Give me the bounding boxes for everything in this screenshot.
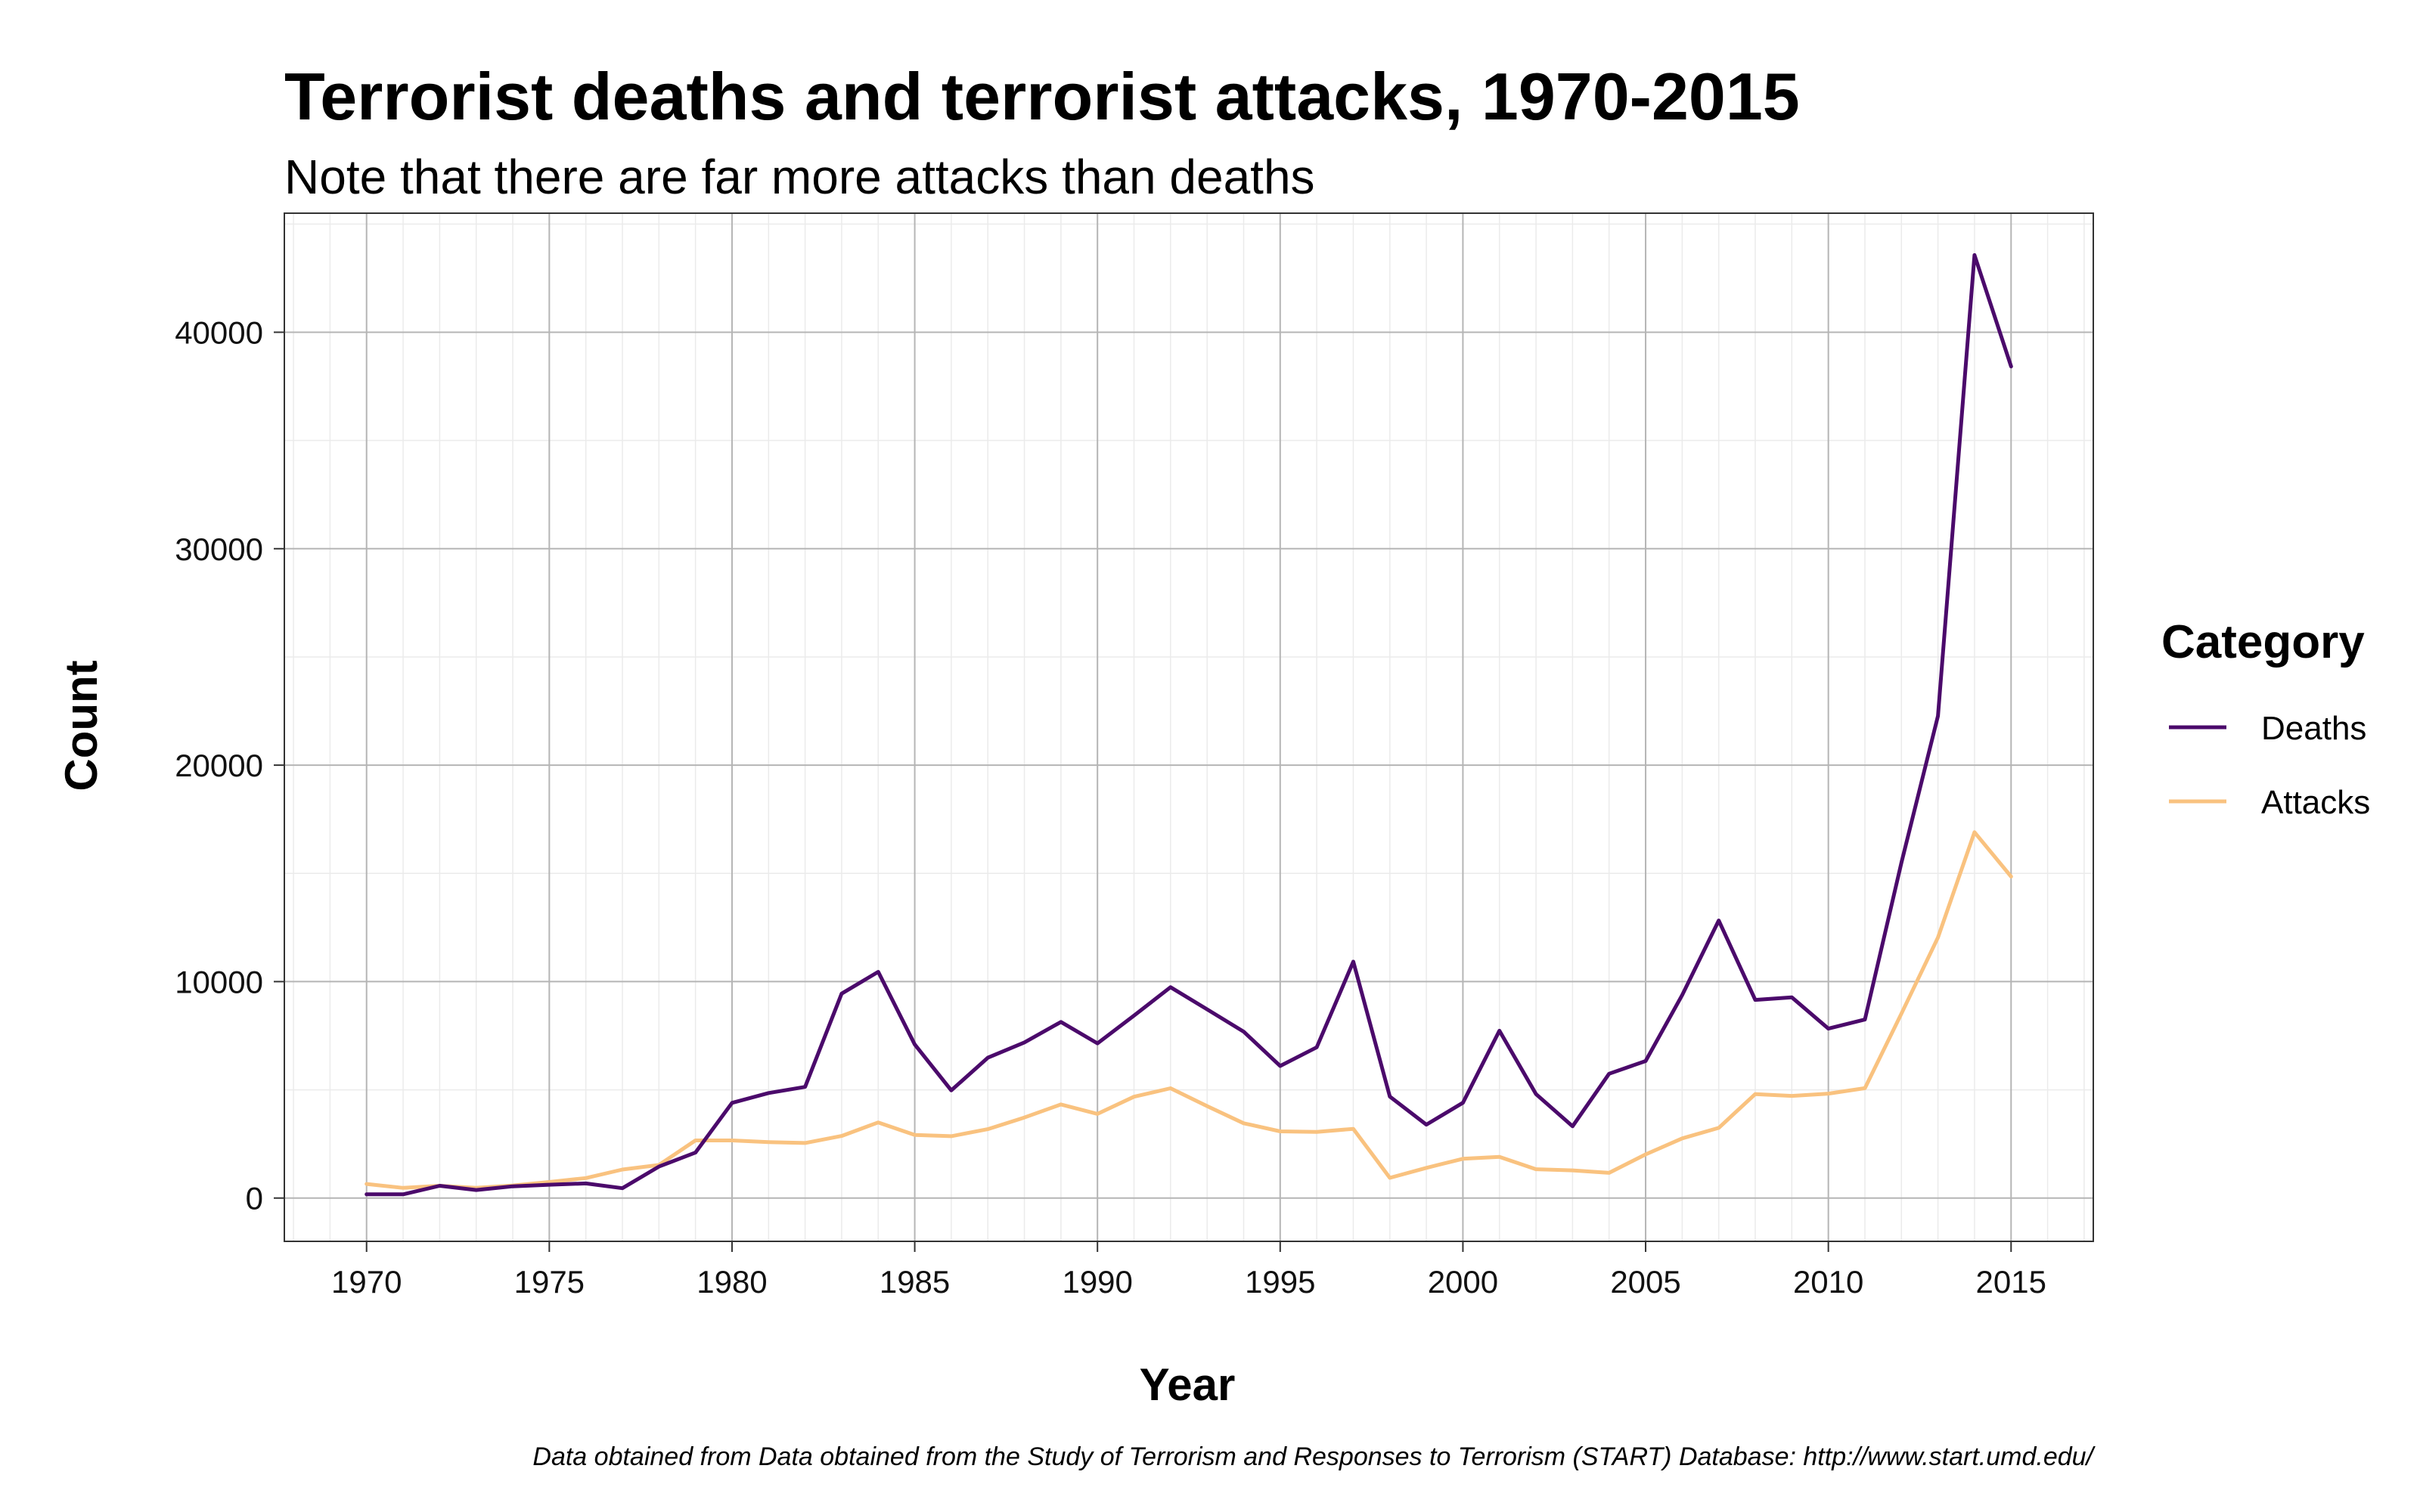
y-tick-label: 20000: [175, 748, 263, 783]
minor-gridlines: [284, 213, 2093, 1241]
x-tick-label: 2005: [1610, 1264, 1680, 1300]
x-axis: 1970 1975 1980 1985 1990 1995 2000 2005 2010 2015: [331, 1241, 2046, 1300]
x-tick-label: 1975: [514, 1264, 585, 1300]
chart-subtitle: Note that there are far more attacks tha…: [284, 150, 1315, 204]
x-tick-label: 1990: [1062, 1264, 1132, 1300]
series-line-attacks: [365, 830, 2013, 1190]
y-axis-title: Count: [56, 660, 107, 791]
x-tick-label: 1980: [697, 1264, 767, 1300]
plot-panel: [284, 213, 2093, 1241]
plot-border: [284, 212, 2094, 1242]
x-tick-label: 2000: [1428, 1264, 1498, 1300]
chart-caption: Data obtained from Data obtained from th…: [532, 1442, 2096, 1471]
x-tick-label: 1970: [331, 1264, 402, 1300]
x-tick-label: 2010: [1793, 1264, 1863, 1300]
y-axis: 0 10000 20000 30000 40000: [175, 314, 284, 1216]
legend: Category Deaths Attacks: [2161, 616, 2370, 821]
major-gridlines: [284, 213, 2093, 1241]
y-tick-label: 10000: [175, 964, 263, 999]
legend-items: Deaths Attacks: [2169, 710, 2370, 821]
legend-title: Category: [2161, 616, 2365, 668]
chart-title: Terrorist deaths and terrorist attacks, …: [284, 59, 1800, 134]
x-axis-title: Year: [1140, 1359, 1236, 1410]
y-tick-label: 0: [246, 1181, 263, 1216]
y-tick-label: 30000: [175, 531, 263, 567]
series-lines: [365, 253, 2013, 1197]
x-tick-label: 1995: [1245, 1264, 1315, 1300]
legend-label-attacks: Attacks: [2261, 784, 2370, 821]
x-tick-label: 2015: [1976, 1264, 2046, 1300]
y-tick-label: 40000: [175, 314, 263, 350]
series-line-deaths: [365, 253, 2013, 1197]
plot-area: [284, 212, 2094, 1242]
x-tick-label: 1985: [880, 1264, 950, 1300]
legend-label-deaths: Deaths: [2261, 710, 2366, 747]
